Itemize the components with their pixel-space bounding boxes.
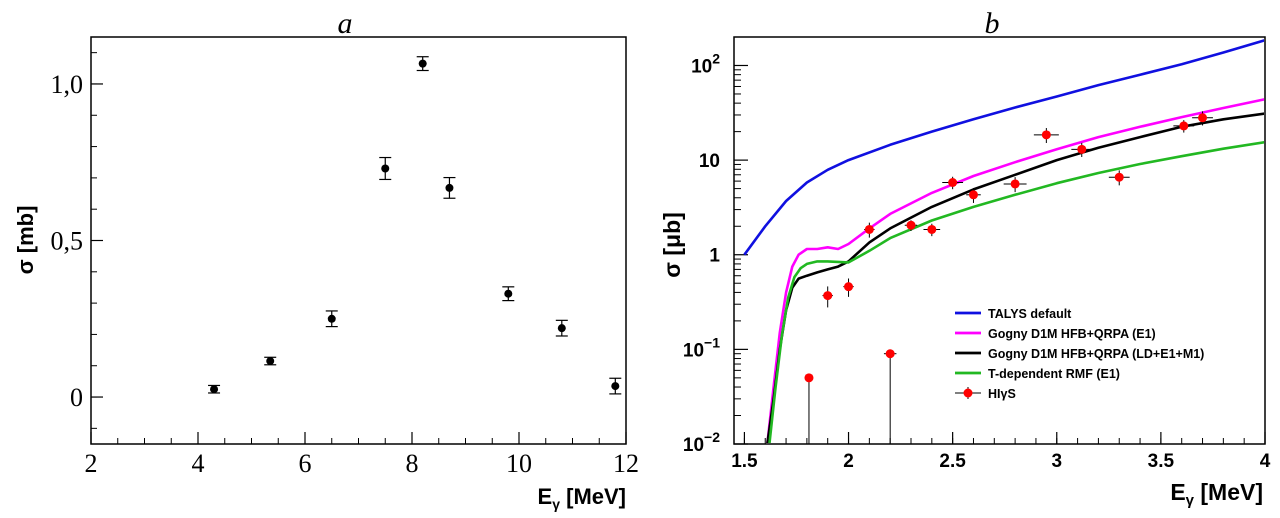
panel-b-ticks: 1.5 2 2.5 3 3.5 4 10−2 10−1 1 10 102 [683,36,1271,472]
panel-b-x-title-main: E [1170,479,1185,505]
data-point [1198,113,1208,123]
x-tick-label: 3 [1051,451,1062,472]
series-line [743,39,1264,256]
data-point [210,385,219,394]
panel-a-ticks: 2 4 6 8 10 12 0 0,5 1,0 [51,52,639,478]
data-point [823,291,833,301]
panel-a-x-title-rest: [MeV] [560,484,626,509]
y-tick-label: 10−1 [683,334,720,361]
x-tick-label: 3.5 [1148,451,1175,472]
panel-b-series-lines [743,39,1264,443]
data-point [968,190,978,200]
y-tick-label: 10−2 [683,429,720,456]
x-tick-label: 1.5 [731,451,758,472]
panel-a-x-axis-title: Eγ [MeV] [538,484,626,512]
data-point [1077,144,1087,154]
x-tick-label: 2 [85,449,98,478]
legend-swatch-marker [963,388,973,398]
chart-panel-a: a 2 4 6 8 10 12 0 0,5 1,0 σ [mb] Eγ [MeV] [13,7,639,512]
chart-panel-b: b 1.5 2 2.5 3 3.5 4 10−2 10−1 1 10 102 TALYS defau… [659,7,1271,509]
panel-b-plot-frame [733,36,1266,445]
data-point [418,59,427,68]
y-tick-label: 0 [70,383,83,412]
panel-a-x-title-main: E [538,484,553,509]
y-tick-label: 10 [699,151,720,172]
data-point [948,178,958,188]
panel-b-x-title-rest: [MeV] [1194,479,1263,505]
panel-a-x-title-sub: γ [552,496,560,512]
legend-label: Gogny D1M HFB+QRPA (LD+E1+M1) [988,347,1204,361]
panel-a-label: a [338,7,353,40]
data-point [844,282,854,292]
data-point [906,220,916,230]
x-tick-label: 12 [613,449,639,478]
series-line [766,98,1264,443]
legend-label: Gogny D1M HFB+QRPA (E1) [988,327,1156,341]
data-point [885,349,895,359]
legend-label: HIγS [988,387,1016,401]
data-point [1041,130,1051,140]
legend-label: T-dependent RMF (E1) [988,367,1120,381]
data-point [381,164,390,173]
data-point [504,289,513,298]
x-tick-label: 4 [192,449,205,478]
panel-b-x-axis-title: Eγ [MeV] [1170,479,1263,509]
series-line [768,140,1264,443]
data-point [611,382,620,391]
data-point [1179,121,1189,131]
data-point [557,324,566,333]
data-point [327,314,336,323]
data-point [1114,172,1124,182]
x-tick-label: 2.5 [939,451,966,472]
panel-b-y-axis-title: σ [μb] [659,212,685,278]
x-tick-label: 2 [843,451,854,472]
panel-a-plot-frame [90,36,627,445]
data-point [927,224,937,234]
panel-a-data-points [208,56,622,395]
data-point [445,183,454,192]
legend-label: TALYS default [988,307,1072,321]
panel-b-label: b [985,7,1000,40]
x-tick-label: 6 [299,449,312,478]
y-tick-label: 1 [709,246,720,267]
panel-b-legend: TALYS default Gogny D1M HFB+QRPA (E1) Gogn… [955,307,1204,401]
data-point [864,224,874,234]
panel-b-data-points [804,111,1213,444]
y-tick-label: 102 [691,50,720,77]
y-tick-label: 0,5 [51,227,84,256]
x-tick-label: 4 [1260,451,1271,472]
panel-b-x-title-sub: γ [1186,492,1195,509]
panel-a-y-axis-title: σ [mb] [13,206,38,275]
x-tick-label: 8 [406,449,419,478]
data-point [804,373,814,383]
y-tick-label: 1,0 [51,70,84,99]
x-tick-label: 10 [506,449,532,478]
data-point [266,357,275,366]
data-point [1010,179,1020,189]
